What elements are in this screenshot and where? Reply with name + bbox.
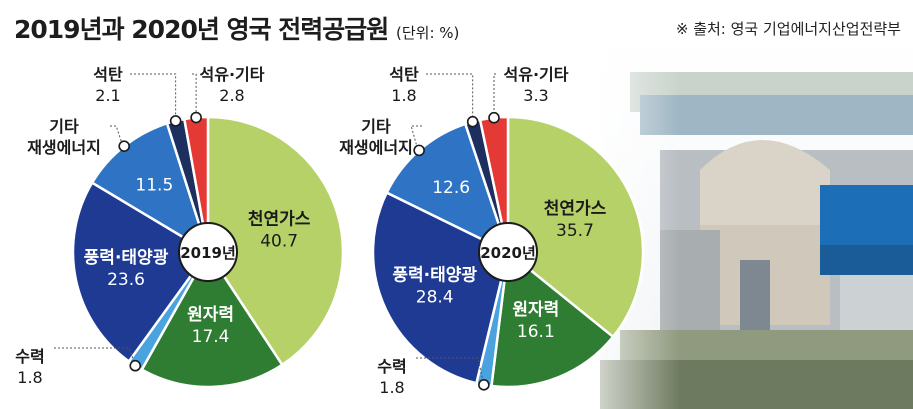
pie-slice-nuclear [490,249,615,389]
slice-label-other_renewable: 재생에너지 [27,138,101,157]
leader-line-hydro [416,357,485,385]
slice-label-nuclear: 원자력 [512,300,559,320]
leader-dot-coal [169,115,182,127]
data-label-oil_other: 2.8 [219,86,244,105]
slice-label-nuclear: 원자력 [187,305,234,325]
year-badge [178,222,238,282]
year-badge [478,222,538,282]
data-label-coal: 2.1 [95,86,120,105]
slice-label-natural_gas: 천연가스 [248,210,311,230]
leader-dot-other_renewable [118,140,130,152]
slice-label-wind_solar: 풍력·태양광 [392,265,477,285]
leader-line-oil_other [192,73,197,118]
slice-label-other_renewable: 기타 [361,117,391,136]
slice-label-oil_other: 석유·기타 [504,65,569,84]
leader-line-coal [426,73,474,122]
slice-label-oil_other: 석유·기타 [200,65,265,84]
data-label-hydro: 1.8 [379,378,404,397]
data-label-hydro: 1.8 [17,368,42,387]
data-label-natural_gas: 35.7 [556,221,594,241]
leader-dot-hydro [478,379,490,391]
slice-label-hydro: 수력 [377,357,406,376]
leader-dot-hydro [129,359,142,372]
chart-title-year: 2020년 [480,244,536,262]
leader-dot-other_renewable [413,144,425,157]
leader-line-oil_other [493,73,496,118]
pie-slice-nuclear [140,249,284,389]
slice-label-coal: 석탄 [389,65,419,84]
leader-dot-oil_other [190,111,202,124]
data-label-wind_solar: 28.4 [416,287,454,307]
data-label-other_renewable: 12.6 [432,178,470,198]
data-label-oil_other: 3.3 [523,86,548,105]
slice-label-wind_solar: 풍력·태양광 [84,248,169,268]
unit-label: (단위: %) [396,24,460,42]
data-label-nuclear: 16.1 [517,322,555,342]
leader-line-hydro [54,347,136,366]
data-label-coal: 1.8 [391,86,416,105]
data-label-natural_gas: 40.7 [260,232,298,252]
leader-dot-coal [466,115,479,128]
leader-dot-oil_other [488,111,500,124]
data-label-nuclear: 17.4 [192,327,230,347]
chart-title-year: 2019년 [180,244,236,262]
data-label-other_renewable: 11.5 [135,175,173,195]
pie-slice-natural_gas [506,115,645,339]
slice-label-natural_gas: 천연가스 [544,199,607,219]
leader-line-coal [130,73,177,121]
slice-label-coal: 석탄 [93,65,123,84]
source-note: ※ 출처: 영국 기업에너지산업전략부 [675,20,901,38]
slice-label-other_renewable: 기타 [49,117,79,136]
data-label-wind_solar: 23.6 [107,270,145,290]
slice-label-other_renewable: 재생에너지 [339,138,413,157]
slice-label-hydro: 수력 [15,347,44,366]
title-text: 2019년과 2020년 영국 전력공급원 [14,15,389,44]
pie-slice-wind_solar [371,190,510,385]
chart-title: 2019년과 2020년 영국 전력공급원 (단위: %) [14,10,459,46]
pie-slice-wind_solar [71,180,210,364]
